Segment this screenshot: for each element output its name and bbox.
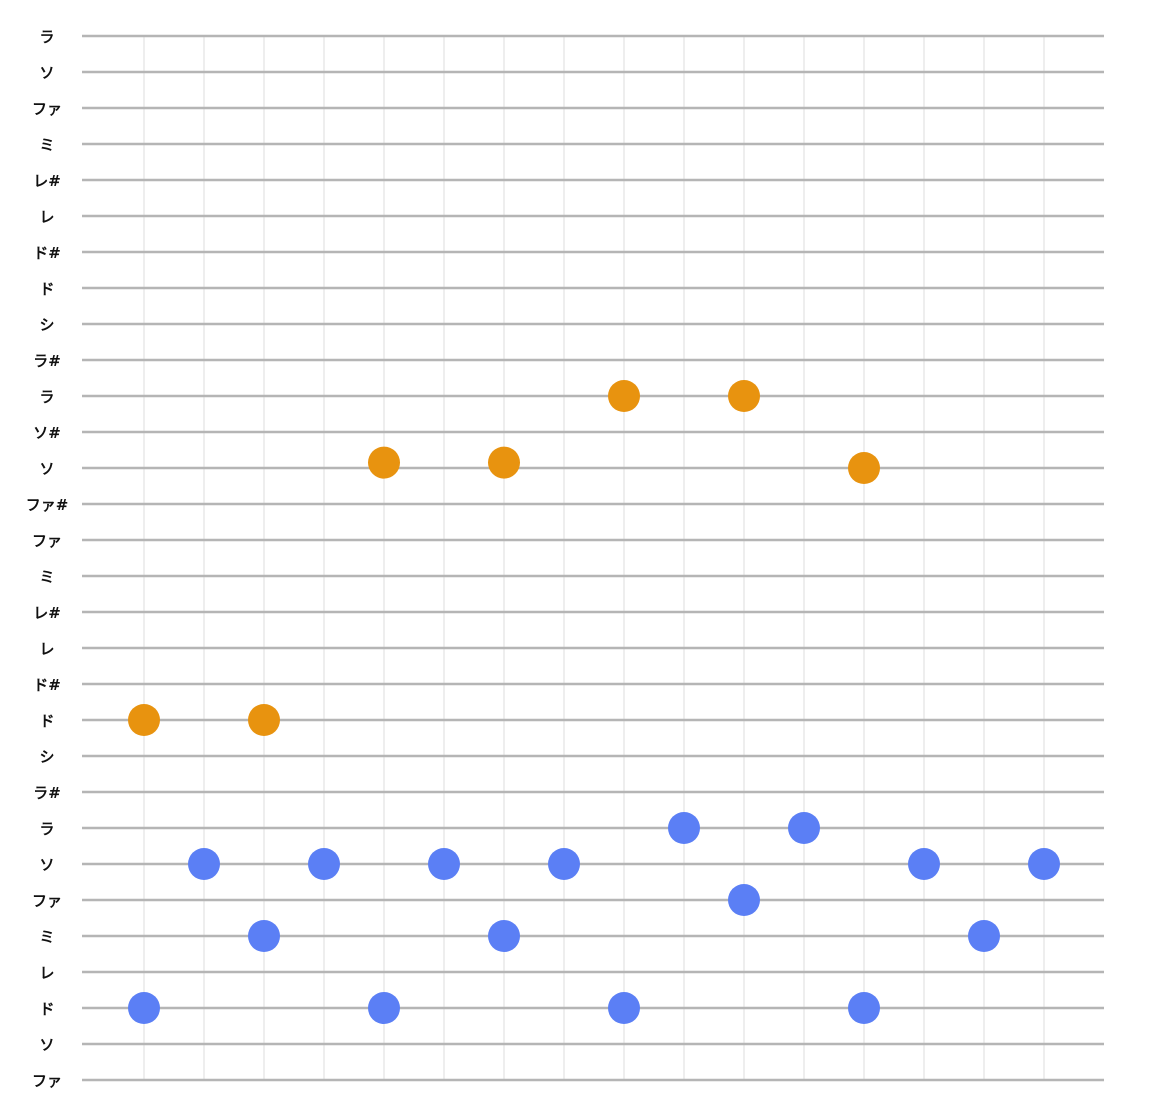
row-label: ド [39,1000,54,1018]
row-label: ソ [39,460,54,478]
note-point [188,848,220,880]
row-label: シ [39,748,54,766]
row-label: ド [39,280,54,298]
horizontal-gridlines [82,34,1104,1082]
note-point [1028,848,1060,880]
note-point [308,848,340,880]
note-point [428,848,460,880]
note-point [368,446,400,479]
note-point [128,992,160,1024]
row-label: ファ# [26,496,69,514]
note-point [248,704,280,736]
row-label: ラ [39,388,54,406]
row-label: ソ [39,1036,54,1054]
note-points [128,380,1060,1024]
row-label: ファ [32,892,62,910]
row-label: ラ [39,820,54,838]
vertical-gridlines [143,36,1045,1080]
row-label: ミ [39,136,54,154]
note-point [848,992,880,1024]
note-point [488,446,520,479]
row-label: レ [39,964,54,982]
note-point [488,920,520,952]
row-label: ラ [39,28,54,46]
note-point [368,992,400,1024]
row-label: ファ [32,532,62,550]
row-label: シ [39,316,54,334]
note-point [548,848,580,880]
note-point [128,704,160,736]
row-labels: ファソドレミファソララ#シドド#レレ#ミファファ#ソソ#ララ#シドド#レレ#ミフ… [26,28,69,1090]
row-label: ファ [32,100,62,118]
row-label: ソ [39,64,54,82]
note-point [608,992,640,1024]
row-label: ソ [39,856,54,874]
note-point [728,380,760,412]
note-point [728,884,760,916]
note-point [248,920,280,952]
row-label: ラ# [33,784,61,802]
row-label: ミ [39,568,54,586]
row-label: レ [39,208,54,226]
row-label: ド [39,712,54,730]
note-point [608,380,640,412]
note-point [848,452,880,484]
row-label: ド# [33,244,61,262]
row-label: レ# [33,604,61,622]
note-point [668,812,700,844]
row-label: レ# [33,172,61,190]
note-point [908,848,940,880]
row-label: ラ# [33,352,61,370]
row-label: レ [39,640,54,658]
note-point [968,920,1000,952]
row-label: ド# [33,676,61,694]
note-point [788,812,820,844]
row-label: ミ [39,928,54,946]
row-label: ソ# [33,424,61,442]
row-label: ファ [32,1072,62,1090]
